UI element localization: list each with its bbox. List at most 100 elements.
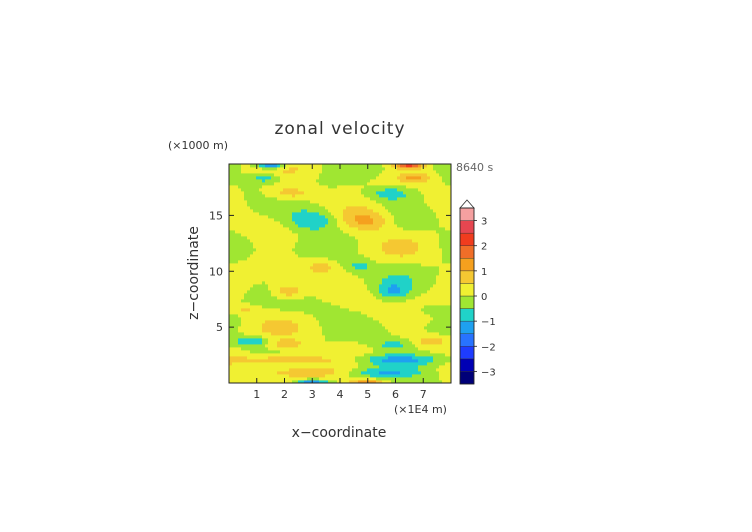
- field-cell: [412, 185, 416, 189]
- field-cell: [262, 377, 266, 381]
- field-cell: [253, 317, 257, 321]
- field-cell: [424, 296, 428, 300]
- field-cell: [325, 338, 329, 342]
- field-cell: [280, 236, 284, 240]
- field-cell: [244, 311, 248, 315]
- field-cell: [409, 221, 413, 225]
- field-cell: [400, 188, 404, 192]
- field-cell: [274, 353, 278, 357]
- field-cell: [238, 242, 242, 246]
- field-cell: [376, 299, 380, 303]
- field-cell: [334, 224, 338, 228]
- field-cell: [253, 350, 257, 354]
- field-cell: [346, 317, 350, 321]
- field-cell: [253, 377, 257, 381]
- field-cell: [325, 317, 329, 321]
- field-cell: [373, 173, 377, 177]
- field-cell: [385, 368, 389, 372]
- field-cell: [388, 299, 392, 303]
- field-cell: [373, 164, 377, 168]
- field-cell: [229, 266, 233, 270]
- field-cell: [250, 167, 254, 171]
- field-cell: [337, 320, 341, 324]
- field-cell: [241, 356, 245, 360]
- field-cell: [328, 164, 332, 168]
- field-cell: [229, 260, 233, 264]
- field-cell: [247, 314, 251, 318]
- field-cell: [253, 239, 257, 243]
- field-cell: [418, 164, 422, 168]
- field-cell: [346, 278, 350, 282]
- field-cell: [391, 221, 395, 225]
- field-cell: [259, 215, 263, 219]
- field-cell: [361, 314, 365, 318]
- field-cell: [373, 296, 377, 300]
- field-cell: [247, 368, 251, 372]
- field-cell: [253, 371, 257, 375]
- field-cell: [355, 362, 359, 366]
- field-cell: [250, 344, 254, 348]
- field-cell: [415, 257, 419, 261]
- field-cell: [277, 224, 281, 228]
- field-cell: [232, 257, 236, 261]
- field-cell: [331, 362, 335, 366]
- field-cell: [427, 314, 431, 318]
- field-cell: [349, 167, 353, 171]
- field-cell: [256, 332, 260, 336]
- field-cell: [394, 293, 398, 297]
- field-cell: [319, 263, 323, 267]
- field-cell: [409, 302, 413, 306]
- field-cell: [271, 203, 275, 207]
- field-cell: [256, 197, 260, 201]
- field-cell: [352, 347, 356, 351]
- field-cell: [394, 314, 398, 318]
- field-cell: [343, 293, 347, 297]
- field-cell: [430, 341, 434, 345]
- field-cell: [358, 251, 362, 255]
- field-cell: [394, 356, 398, 360]
- field-cell: [256, 167, 260, 171]
- field-cell: [355, 278, 359, 282]
- field-cell: [427, 380, 431, 384]
- field-cell: [397, 278, 401, 282]
- field-cell: [322, 305, 326, 309]
- field-cell: [238, 290, 242, 294]
- field-cell: [412, 347, 416, 351]
- field-cell: [256, 290, 260, 294]
- field-cell: [232, 332, 236, 336]
- field-cell: [316, 227, 320, 231]
- field-cell: [388, 362, 392, 366]
- field-cell: [250, 323, 254, 327]
- field-cell: [367, 239, 371, 243]
- field-cell: [355, 344, 359, 348]
- field-cell: [418, 326, 422, 330]
- field-cell: [268, 209, 272, 213]
- field-cell: [238, 293, 242, 297]
- field-cell: [301, 320, 305, 324]
- field-cell: [343, 191, 347, 195]
- field-cell: [283, 341, 287, 345]
- field-cell: [367, 230, 371, 234]
- field-cell: [292, 350, 296, 354]
- field-cell: [385, 350, 389, 354]
- field-cell: [337, 317, 341, 321]
- field-cell: [229, 344, 233, 348]
- field-cell: [316, 290, 320, 294]
- field-cell: [421, 320, 425, 324]
- field-cell: [379, 320, 383, 324]
- field-cell: [334, 368, 338, 372]
- field-cell: [259, 335, 263, 339]
- field-cell: [280, 194, 284, 198]
- field-cell: [316, 197, 320, 201]
- field-cell: [379, 311, 383, 315]
- field-cell: [319, 191, 323, 195]
- field-cell: [406, 230, 410, 234]
- field-cell: [382, 227, 386, 231]
- field-cell: [250, 338, 254, 342]
- field-cell: [241, 320, 245, 324]
- field-cell: [427, 350, 431, 354]
- field-cell: [253, 344, 257, 348]
- field-cell: [376, 221, 380, 225]
- field-cell: [343, 362, 347, 366]
- field-cell: [271, 218, 275, 222]
